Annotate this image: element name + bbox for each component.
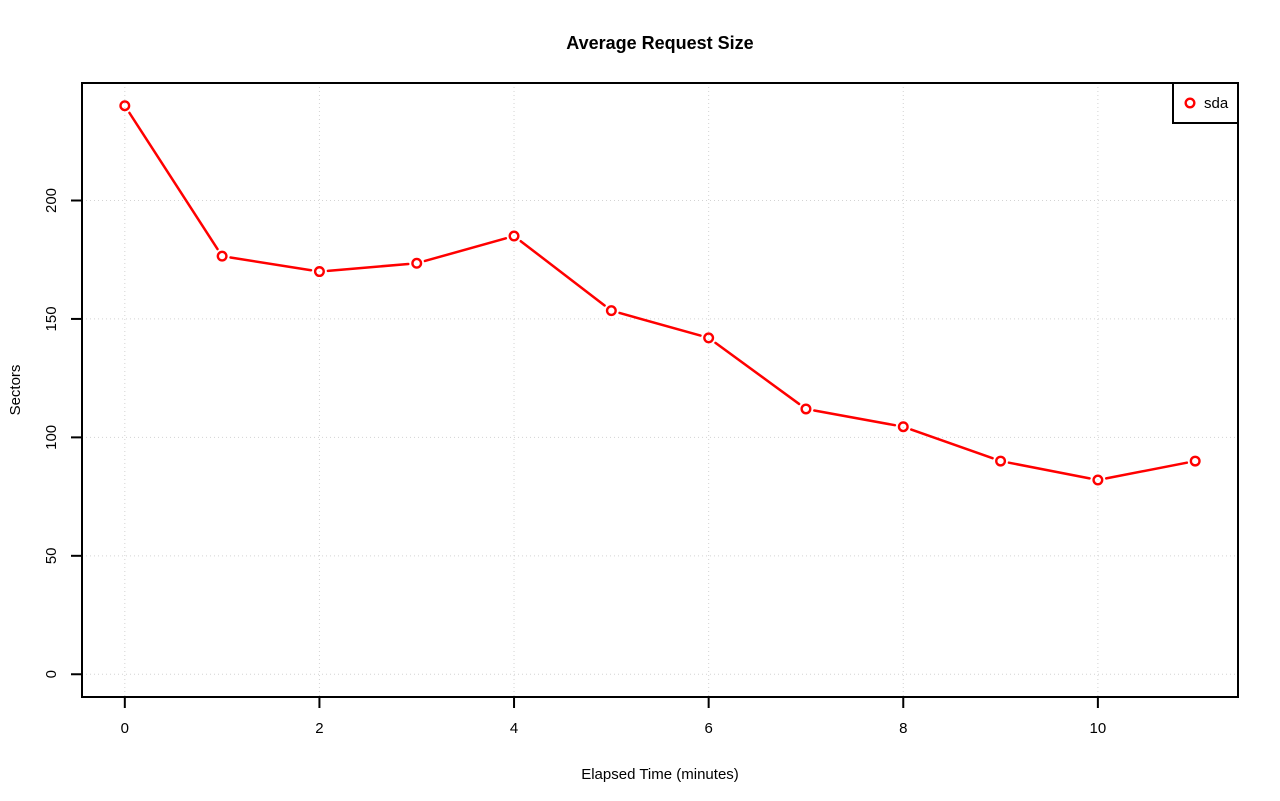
legend-label-sda: sda [1204,95,1229,112]
y-tick-label: 0 [43,670,60,678]
series-sda [119,100,1201,486]
chart-title: Average Request Size [566,33,753,53]
data-point [508,230,520,242]
y-axis-label: Sectors [7,365,24,416]
data-point [1092,474,1104,486]
series-line-segment [1007,461,1091,480]
series-line-segment [1104,461,1189,480]
y-tick-label: 150 [43,306,60,331]
x-axis-ticks: 0 2 4 6 8 10 [121,697,1107,737]
x-tick-label: 6 [704,720,712,737]
series-line-segment [423,237,508,263]
x-tick-label: 8 [899,720,907,737]
data-point [703,332,715,344]
y-tick-label: 100 [43,425,60,450]
x-axis-label: Elapsed Time (minutes) [581,766,739,783]
data-point [216,250,228,262]
series-line-segment [229,256,313,272]
data-point [1189,455,1201,467]
data-point [897,421,909,433]
series-line-segment [910,428,994,460]
series-line-segment [519,239,606,307]
data-point [411,257,423,269]
y-tick-label: 200 [43,188,60,213]
plot-border [81,82,1239,698]
series-line-segment [714,341,801,406]
y-axis-ticks: 0 50 100 150 200 [43,188,82,678]
legend-box [1172,82,1239,124]
data-point [800,403,812,415]
legend: sda [1172,82,1239,124]
data-point [313,266,325,278]
data-point [119,100,131,112]
x-tick-label: 4 [510,720,518,737]
series-line-segment [813,409,897,427]
data-point [995,455,1007,467]
gridlines [82,83,1238,697]
series-line-segment [618,311,702,337]
series-line-segment [326,262,410,273]
x-tick-label: 10 [1090,720,1107,737]
series-line-segment [128,111,219,251]
y-tick-label: 50 [43,547,60,564]
x-tick-label: 2 [315,720,323,737]
data-point [605,305,617,317]
x-tick-label: 0 [121,720,129,737]
legend-marker-open-circle-icon [1184,97,1196,109]
